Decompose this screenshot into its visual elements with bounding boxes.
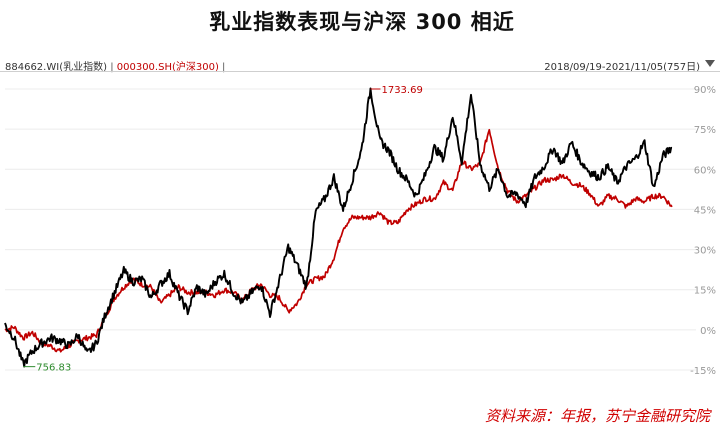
y-tick-label: 90% [694,85,716,96]
y-tick-label: 30% [694,246,716,257]
chart-title: 乳业指数表现与沪深 300 相近 [209,10,515,34]
y-tick-label: 0% [700,326,716,337]
y-axis: 90% 75% 60% 45% 30% 15% 0% -15% [690,85,716,377]
header-divider [0,71,720,72]
y-tick-label: 45% [694,205,716,216]
legend-separator: | [110,62,114,73]
line-chart: 90% 75% 60% 45% 30% 15% 0% -15% 756.83 1733.69 [4,85,716,377]
max-annotation-label: 1733.69 [381,85,422,96]
series-layer [4,87,673,368]
legend-series-1[interactable]: 884662.WI(乳业指数) [5,62,107,73]
series-line-csi300[interactable] [4,128,673,353]
series-line-dairy-index[interactable] [4,87,673,368]
y-tick-label: -15% [690,366,716,377]
chevron-down-icon[interactable] [705,60,715,67]
date-range-selector[interactable]: 2018/09/19-2021/11/05(757日) [544,62,700,73]
min-annotation-label: 756.83 [36,363,71,374]
series-legend: 884662.WI(乳业指数) | 000300.SH(沪深300) | [5,58,225,73]
legend-separator: | [222,62,226,73]
y-tick-label: 60% [694,165,716,176]
source-note: 资料来源：年报，苏宁金融研究院 [484,407,710,425]
y-tick-label: 15% [694,286,716,297]
legend-series-2[interactable]: 000300.SH(沪深300) [116,62,219,73]
y-tick-label: 75% [694,125,716,136]
annotation-layer: 756.83 1733.69 [23,85,423,374]
grid-layer [5,88,696,371]
